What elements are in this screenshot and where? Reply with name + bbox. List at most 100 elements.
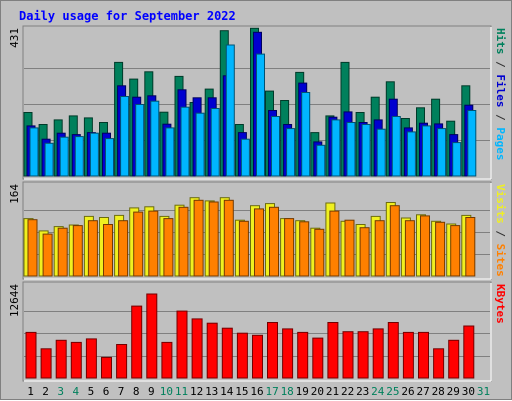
x-tick-label-day-26: 26 <box>401 385 414 398</box>
panel-middle-legend: Visits / Sites <box>494 184 507 277</box>
bar-kbytes-day-16 <box>252 334 263 379</box>
x-tick-label-day-12: 12 <box>190 385 203 398</box>
x-tick-label-day-25: 25 <box>386 385 399 398</box>
bar-kbytes-day-19 <box>297 331 309 379</box>
bar-sites-day-28 <box>435 221 446 277</box>
bar-kbytes-day-18 <box>282 328 294 379</box>
bar-sites-day-17 <box>269 206 279 277</box>
bar-kbytes-day-30 <box>463 325 475 379</box>
x-tick-label-day-11: 11 <box>175 385 188 398</box>
bar-sites-day-29 <box>450 225 461 277</box>
x-axis-labels: 1 2 3 4 5 6 7 8 9 10 11 12 13 14 15 16 17 18 19 20 21 22 23 24 2… <box>27 385 490 398</box>
bar-sites-day-18 <box>284 218 295 277</box>
bar-pages-day-28 <box>437 128 447 177</box>
bar-kbytes-day-11 <box>176 310 188 379</box>
bar-pages-day-19 <box>301 92 311 177</box>
bar-pages-day-8 <box>135 104 145 177</box>
bar-kbytes-day-28 <box>433 348 445 379</box>
bar-pages-day-2 <box>44 142 54 177</box>
bar-pages-day-12 <box>195 112 205 177</box>
bar-kbytes-day-23 <box>357 331 369 379</box>
bar-pages-day-10 <box>165 127 175 177</box>
bar-sites-day-30 <box>465 217 476 277</box>
bar-sites-day-19 <box>299 221 310 277</box>
bar-sites-day-8 <box>133 211 144 277</box>
legend-entry-bottom-0: KBytes <box>494 284 507 324</box>
x-tick-label-day-22: 22 <box>341 385 354 398</box>
bar-kbytes-day-21 <box>327 322 339 379</box>
bar-sites-day-27 <box>420 215 430 277</box>
x-tick-label-day-21: 21 <box>326 385 339 398</box>
panel-top-legend: Hits / Files / Pages <box>494 28 507 161</box>
bar-sites-day-12 <box>193 199 204 277</box>
bar-sites-day-23 <box>359 227 370 277</box>
panel-bottom-ymax-label: 12644 <box>8 284 21 317</box>
bar-sites-day-14 <box>223 199 234 277</box>
bar-pages-day-30 <box>467 110 477 177</box>
bar-pages-day-21 <box>331 119 341 177</box>
x-tick-label-day-30: 30 <box>462 385 475 398</box>
bar-kbytes-day-27 <box>418 331 429 379</box>
bar-kbytes-day-5 <box>85 338 97 379</box>
x-tick-label-day-10: 10 <box>160 385 173 398</box>
bar-pages-day-1 <box>29 127 39 177</box>
bar-sites-day-13 <box>208 201 219 277</box>
x-tick-label-day-1: 1 <box>27 385 34 398</box>
bar-kbytes-day-6 <box>101 356 112 379</box>
x-tick-label-day-15: 15 <box>235 385 248 398</box>
x-tick-label-day-17: 17 <box>265 385 278 398</box>
x-tick-label-day-2: 2 <box>42 385 49 398</box>
bar-sites-day-20 <box>314 228 325 277</box>
panel-middle: 164 Visits / Sites <box>8 181 507 280</box>
bar-kbytes-day-22 <box>342 331 354 379</box>
x-tick-label-day-23: 23 <box>356 385 369 398</box>
bar-sites-day-5 <box>87 220 98 277</box>
x-tick-label-day-4: 4 <box>72 385 79 398</box>
x-tick-label-day-24: 24 <box>371 385 385 398</box>
bar-sites-day-24 <box>374 220 385 277</box>
bar-pages-day-13 <box>210 108 220 177</box>
x-tick-label-day-5: 5 <box>88 385 95 398</box>
bar-kbytes-day-13 <box>206 322 218 379</box>
x-tick-label-day-29: 29 <box>447 385 460 398</box>
legend-entry-top-2: Files <box>494 74 507 107</box>
bar-kbytes-day-8 <box>131 305 143 379</box>
panel-top-ymax-label: 431 <box>8 28 21 48</box>
bar-kbytes-day-26 <box>402 331 414 379</box>
bar-pages-day-16 <box>256 53 265 177</box>
x-tick-label-day-6: 6 <box>103 385 110 398</box>
x-tick-label-day-7: 7 <box>118 385 125 398</box>
legend-entry-middle-2: Sites <box>494 244 507 277</box>
panel-middle-ymax-label: 164 <box>8 184 21 204</box>
bar-pages-day-23 <box>361 124 371 177</box>
legend-entry-middle-1: / <box>494 224 507 244</box>
bar-pages-day-20 <box>316 144 326 177</box>
bar-pages-day-14 <box>225 44 235 177</box>
bar-kbytes-day-14 <box>221 327 233 379</box>
bar-pages-day-5 <box>89 132 99 177</box>
bar-kbytes-day-9 <box>146 293 158 379</box>
bar-pages-day-25 <box>391 116 401 177</box>
bar-kbytes-day-20 <box>312 337 324 379</box>
bar-pages-day-4 <box>74 136 84 177</box>
bar-kbytes-day-7 <box>116 344 128 379</box>
bar-kbytes-day-4 <box>70 341 82 379</box>
bar-kbytes-day-25 <box>387 322 399 379</box>
legend-entry-top-3: / <box>494 108 507 128</box>
bar-sites-day-3 <box>57 227 68 277</box>
bar-kbytes-day-24 <box>372 328 384 379</box>
x-tick-label-day-31: 31 <box>477 385 490 398</box>
bar-sites-day-2 <box>42 233 53 277</box>
bar-pages-day-9 <box>150 100 160 177</box>
x-tick-label-day-16: 16 <box>250 385 263 398</box>
legend-entry-top-1: / <box>494 55 507 75</box>
panel-bottom: 12644 KBytes <box>8 281 507 382</box>
legend-entry-middle-0: Visits <box>494 184 507 224</box>
bar-pages-day-27 <box>422 125 431 177</box>
bar-sites-day-11 <box>178 206 189 277</box>
legend-entry-top-0: Hits <box>494 28 507 55</box>
x-tick-label-day-9: 9 <box>148 385 155 398</box>
bar-kbytes-day-1 <box>25 331 37 379</box>
x-tick-label-day-20: 20 <box>311 385 324 398</box>
